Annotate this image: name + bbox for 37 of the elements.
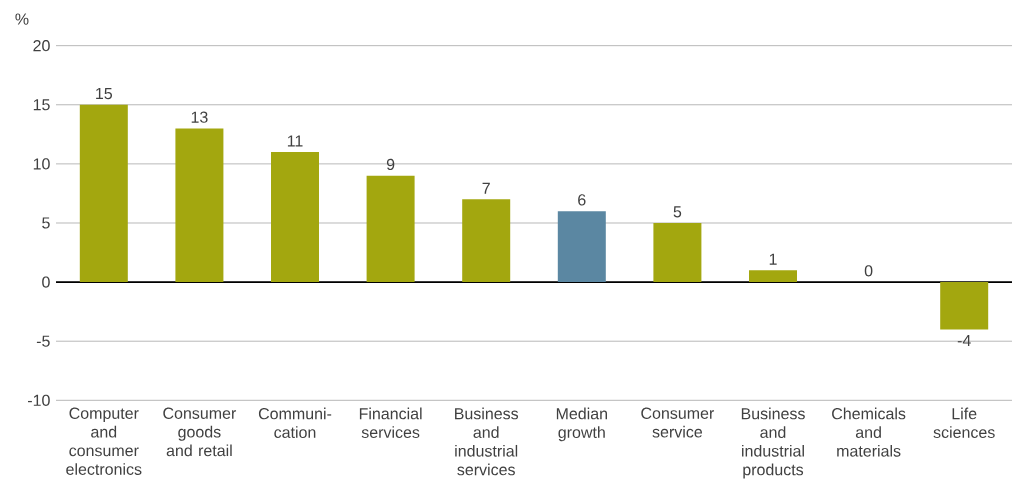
bar bbox=[175, 128, 224, 283]
x-tick-label: Business and industrial products bbox=[741, 407, 805, 479]
data-label: -4 bbox=[957, 335, 971, 346]
y-tick-label: 10 bbox=[33, 158, 50, 170]
y-tick-label: 5 bbox=[42, 217, 50, 229]
bar bbox=[366, 175, 415, 283]
data-label: 7 bbox=[482, 182, 490, 194]
data-label: 11 bbox=[287, 135, 303, 147]
bar bbox=[271, 152, 319, 283]
y-tick-label: 20 bbox=[33, 40, 50, 52]
data-label: 5 bbox=[673, 206, 682, 218]
x-tick-label: Consumer goods and retail bbox=[163, 407, 237, 457]
bar bbox=[653, 222, 702, 283]
bar bbox=[749, 270, 797, 283]
x-tick-label: Chemicals and materials bbox=[832, 407, 906, 457]
y-tick-label: -10 bbox=[28, 394, 50, 406]
bar bbox=[462, 199, 511, 283]
y-tick-label: -5 bbox=[36, 335, 50, 347]
x-tick-label: Computer and consumer electronics bbox=[66, 407, 142, 475]
x-tick-label: Communi-cation bbox=[258, 407, 332, 439]
bar bbox=[557, 211, 606, 283]
x-tick-label: Financial services bbox=[359, 407, 422, 439]
data-label: 13 bbox=[191, 111, 208, 123]
x-tick-label: Median growth bbox=[556, 407, 607, 442]
x-tick-label: Life sciences bbox=[933, 407, 995, 439]
y-axis-title: % bbox=[15, 13, 29, 25]
bar bbox=[79, 104, 128, 283]
x-tick-label: Business and industrial services bbox=[455, 407, 519, 476]
x-tick-label: Consumer service bbox=[641, 407, 715, 438]
data-label: 15 bbox=[96, 88, 113, 100]
data-label: 9 bbox=[386, 158, 395, 171]
data-label: 1 bbox=[769, 253, 777, 265]
bar bbox=[940, 282, 989, 330]
y-tick-label: 0 bbox=[42, 276, 50, 288]
y-tick-label: 15 bbox=[33, 99, 50, 111]
data-label: 0 bbox=[864, 265, 873, 277]
data-label: 6 bbox=[578, 194, 586, 206]
